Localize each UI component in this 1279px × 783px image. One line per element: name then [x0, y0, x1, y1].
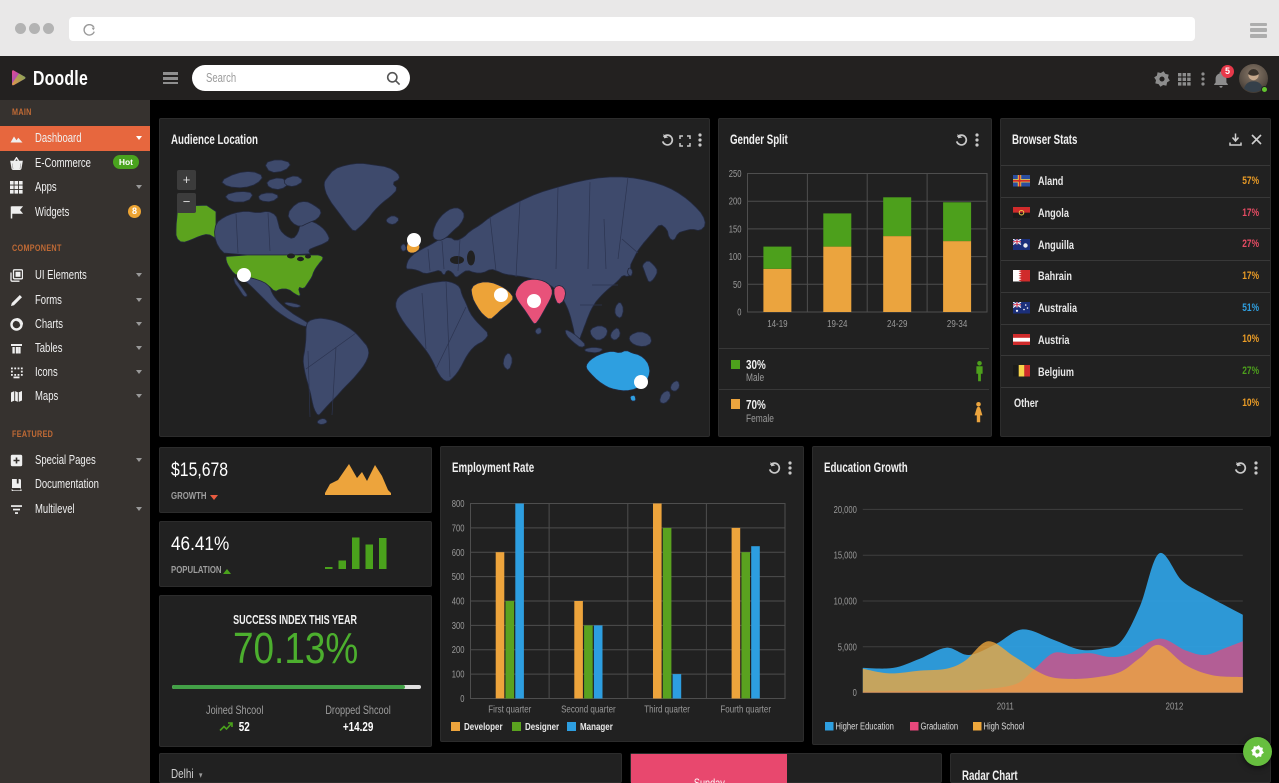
svg-text:19-24: 19-24 — [827, 318, 848, 330]
svg-text:50: 50 — [733, 280, 742, 291]
svg-text:Developer: Developer — [464, 721, 503, 733]
svg-text:Manager: Manager — [580, 721, 613, 733]
svg-text:2012: 2012 — [1166, 701, 1184, 713]
svg-text:200: 200 — [729, 197, 742, 208]
svg-text:2011: 2011 — [997, 701, 1014, 713]
svg-text:5,000: 5,000 — [838, 642, 857, 653]
svg-text:100: 100 — [452, 670, 465, 681]
svg-text:24-29: 24-29 — [887, 318, 908, 330]
svg-text:Graduation: Graduation — [921, 722, 959, 733]
svg-text:10,000: 10,000 — [834, 597, 858, 608]
svg-text:Third quarter: Third quarter — [644, 704, 690, 716]
svg-text:250: 250 — [729, 169, 742, 180]
svg-text:150: 150 — [729, 224, 742, 235]
svg-text:Designer: Designer — [525, 721, 559, 733]
svg-text:14-19: 14-19 — [767, 318, 788, 330]
svg-text:600: 600 — [452, 548, 465, 559]
svg-text:Second quarter: Second quarter — [561, 704, 616, 716]
svg-text:Higher Education: Higher Education — [836, 722, 894, 733]
svg-text:20,000: 20,000 — [834, 505, 858, 516]
svg-text:200: 200 — [452, 645, 465, 656]
svg-text:Fourth quarter: Fourth quarter — [720, 704, 771, 716]
svg-text:0: 0 — [737, 308, 742, 319]
svg-text:100: 100 — [729, 252, 742, 263]
svg-text:400: 400 — [452, 597, 465, 608]
svg-text:0: 0 — [460, 694, 465, 705]
svg-text:29-34: 29-34 — [947, 318, 968, 330]
svg-text:High School: High School — [984, 722, 1025, 733]
svg-text:300: 300 — [452, 621, 465, 632]
svg-text:15,000: 15,000 — [834, 551, 858, 562]
svg-text:800: 800 — [452, 499, 465, 510]
svg-text:First quarter: First quarter — [488, 704, 531, 716]
svg-text:700: 700 — [452, 523, 465, 534]
svg-text:500: 500 — [452, 572, 465, 583]
svg-text:0: 0 — [853, 688, 858, 699]
